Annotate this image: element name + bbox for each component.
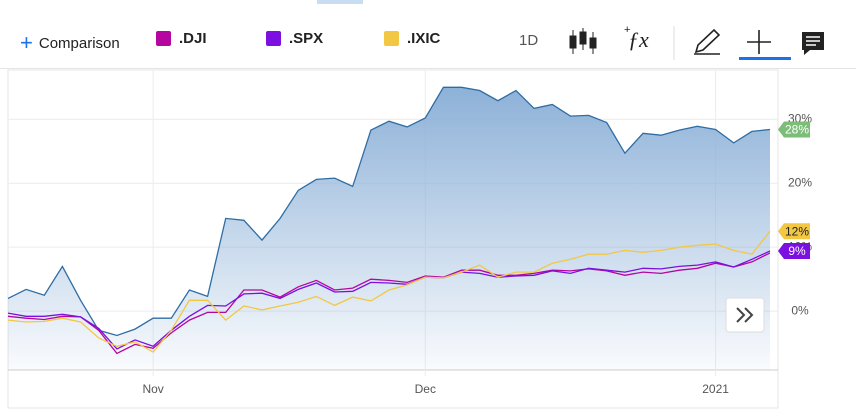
badge-label: 12% (785, 224, 809, 238)
interval-button[interactable]: 1D (519, 32, 539, 49)
crosshair-icon[interactable] (747, 30, 771, 54)
line (7, 252, 771, 355)
legend-item[interactable]: .IXIC (384, 30, 440, 47)
badge-label: 9% (788, 244, 806, 258)
x-tick-label: Dec (415, 382, 436, 396)
legend-item[interactable]: .DJI (156, 30, 207, 47)
line (7, 250, 771, 350)
comparison-button[interactable]: + Comparison (20, 30, 120, 55)
y-tick-label: 20% (788, 175, 812, 189)
badge-shape (778, 243, 810, 260)
legend-swatch (384, 31, 399, 46)
function-icon[interactable]: ƒx+ (624, 24, 649, 52)
badge-shape (778, 223, 810, 240)
tab-indicator (317, 0, 363, 4)
pencil-icon[interactable] (694, 28, 721, 55)
svg-text:+: + (624, 24, 630, 36)
badge-shape (778, 121, 810, 138)
line (7, 86, 771, 337)
scroll-button[interactable] (725, 297, 765, 333)
end-badge: 12% (778, 223, 810, 240)
legend-item[interactable]: .SPX (266, 30, 323, 47)
toolbar: + Comparison .DJI .SPX .IXIC 1D ƒx + (0, 0, 856, 69)
x-tick-label: 2021 (702, 382, 729, 396)
end-badge: 28% (778, 121, 810, 138)
y-tick-label: 0% (791, 303, 809, 317)
x-tick-label: Nov (142, 382, 163, 396)
chart-frame (7, 69, 779, 409)
legend-label: .IXIC (407, 30, 441, 47)
candlestick-icon[interactable] (569, 28, 597, 54)
legend-swatch (266, 31, 281, 46)
svg-text:ƒx: ƒx (628, 27, 649, 52)
active-underline (739, 57, 791, 60)
legend-swatch (156, 31, 171, 46)
line (7, 230, 771, 353)
badge-label: 28% (785, 123, 809, 137)
legend-label: .DJI (179, 30, 207, 47)
toolbar-icons: ƒx+ (569, 24, 824, 60)
area (8, 87, 770, 371)
comparison-label: Comparison (38, 35, 120, 52)
comment-icon[interactable] (802, 32, 824, 55)
end-badge: 9% (778, 243, 810, 260)
legend-label: .SPX (289, 30, 324, 47)
